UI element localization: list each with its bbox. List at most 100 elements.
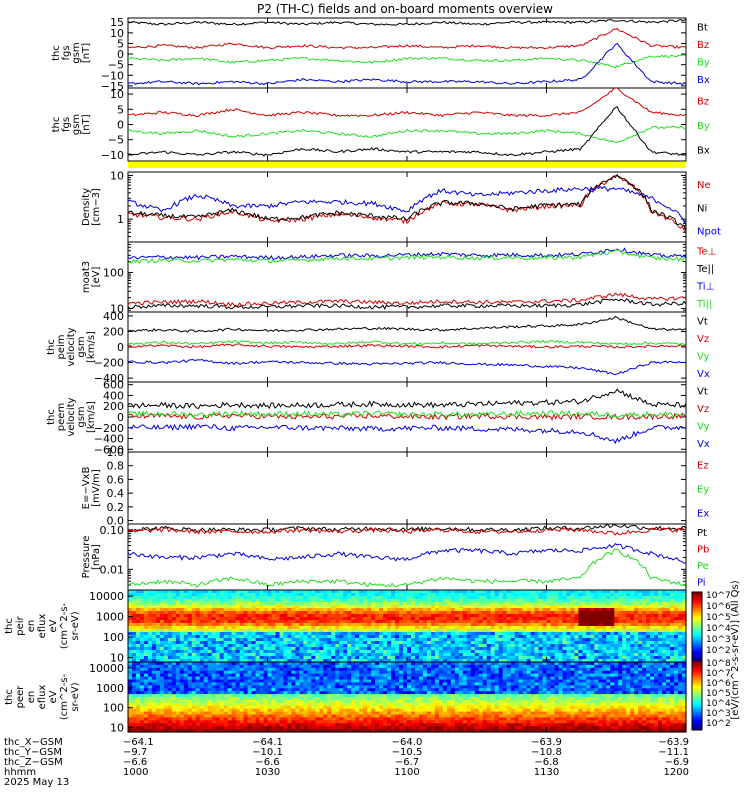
series-line-vt [128, 317, 686, 333]
series-line-npot [128, 187, 686, 226]
legend-ni: Ni [697, 203, 707, 214]
legend-bz: Bz [697, 97, 709, 108]
y-axis-label: (cm^2-s- [59, 602, 70, 649]
y-axis-label: thc [4, 618, 15, 634]
y-axis-label: [cm−3] [91, 188, 102, 226]
legend-vz: Vz [697, 334, 709, 345]
legend-ex: Ex [697, 508, 709, 519]
legend-bz: Bz [697, 40, 709, 51]
y-tick-label: 0.10 [100, 524, 125, 537]
y-tick-label: −5 [108, 134, 124, 147]
legend-ez: Ez [697, 460, 709, 471]
series-line-by [128, 55, 686, 68]
legend-te||: Te|| [696, 264, 714, 275]
y-axis-label: [nT] [81, 43, 92, 63]
legend-te⊥: Te⊥ [696, 247, 716, 258]
panel-frame [128, 524, 686, 590]
legend-bt: Bt [697, 23, 708, 34]
legend-pe: Pe [697, 561, 709, 572]
y-axis-label: eV [48, 619, 59, 632]
y-tick-label: 0 [117, 341, 124, 354]
y-tick-label: 0.2 [107, 501, 125, 514]
legend-vy: Vy [697, 422, 710, 433]
y-tick-label: 1 [117, 213, 124, 226]
y-tick-label: 100 [103, 631, 124, 644]
panel-frame [128, 88, 686, 161]
legend-ti||: Ti|| [696, 299, 712, 310]
series-line-vy [128, 340, 686, 344]
y-tick-label: 5 [117, 103, 124, 116]
series-line-by [128, 126, 686, 142]
series-line-vz [128, 344, 686, 348]
y-tick-label: −10 [101, 149, 124, 162]
y-tick-label: 0.6 [107, 473, 125, 486]
y-axis-label: [nPa] [91, 544, 102, 570]
series-line-vx [128, 360, 686, 375]
legend-ne: Ne [697, 180, 711, 191]
series-line-ne [128, 176, 686, 235]
series-line-ti⊥ [128, 248, 686, 259]
y-axis-label: [km/s] [86, 331, 97, 363]
y-tick-label: 1.0 [107, 446, 125, 459]
legend-pt: Pt [697, 528, 707, 539]
y-tick-label: 200 [103, 325, 124, 338]
legend-bx: Bx [697, 75, 710, 86]
legend-npot: Npot [697, 227, 721, 238]
legend-vx: Vx [697, 369, 710, 380]
panel-frame [128, 18, 686, 88]
data-quality-bar [128, 162, 686, 168]
y-axis-label: eflux [37, 614, 48, 639]
panel-frame [128, 172, 686, 242]
series-line-vy [128, 411, 686, 418]
y-tick-label: 0 [117, 119, 124, 132]
legend-vy: Vy [697, 352, 710, 363]
series-line-bx [128, 107, 686, 156]
y-tick-label: 0.8 [107, 460, 125, 473]
legend-ti⊥: Ti⊥ [696, 282, 714, 293]
legend-vx: Vx [697, 439, 710, 450]
y-tick-label: 10 [110, 169, 124, 182]
plot-title: P2 (TH-C) fields and on-board moments ov… [257, 2, 553, 16]
series-line-pi [128, 544, 686, 564]
legend-bx: Bx [697, 145, 710, 156]
legend-ey: Ey [697, 484, 709, 495]
y-axis-label: en [26, 620, 37, 633]
panel-frame [128, 312, 686, 382]
panel-frame [128, 452, 686, 524]
series-line-vx [128, 424, 686, 443]
legend-vz: Vz [697, 404, 709, 415]
y-tick-label: 1000 [96, 611, 124, 624]
y-tick-label: 0.01 [100, 563, 125, 576]
legend-vt: Vt [697, 317, 708, 328]
y-axis-label: [km/s] [86, 401, 97, 433]
y-axis-label: [nT] [81, 114, 92, 134]
y-tick-label: 100 [103, 266, 124, 279]
y-tick-label: 0.4 [107, 487, 125, 500]
y-tick-label: −200 [94, 357, 124, 370]
legend-vt: Vt [697, 387, 708, 398]
legend-pi: Pi [697, 577, 706, 588]
y-tick-label: 10000 [89, 590, 124, 603]
legend-by: By [697, 121, 710, 132]
y-axis-label: sr-eV) [70, 611, 81, 640]
y-axis-label: [mV/m] [91, 469, 102, 507]
series-line-vt [128, 389, 686, 408]
y-axis-label: [eV] [91, 267, 102, 288]
y-tick-label: 10 [110, 88, 124, 101]
series-line-bz [128, 29, 686, 49]
y-tick-label: 400 [103, 310, 124, 323]
legend-pb: Pb [697, 544, 709, 555]
y-axis-label: peir [15, 615, 26, 635]
legend-by: By [697, 58, 710, 69]
